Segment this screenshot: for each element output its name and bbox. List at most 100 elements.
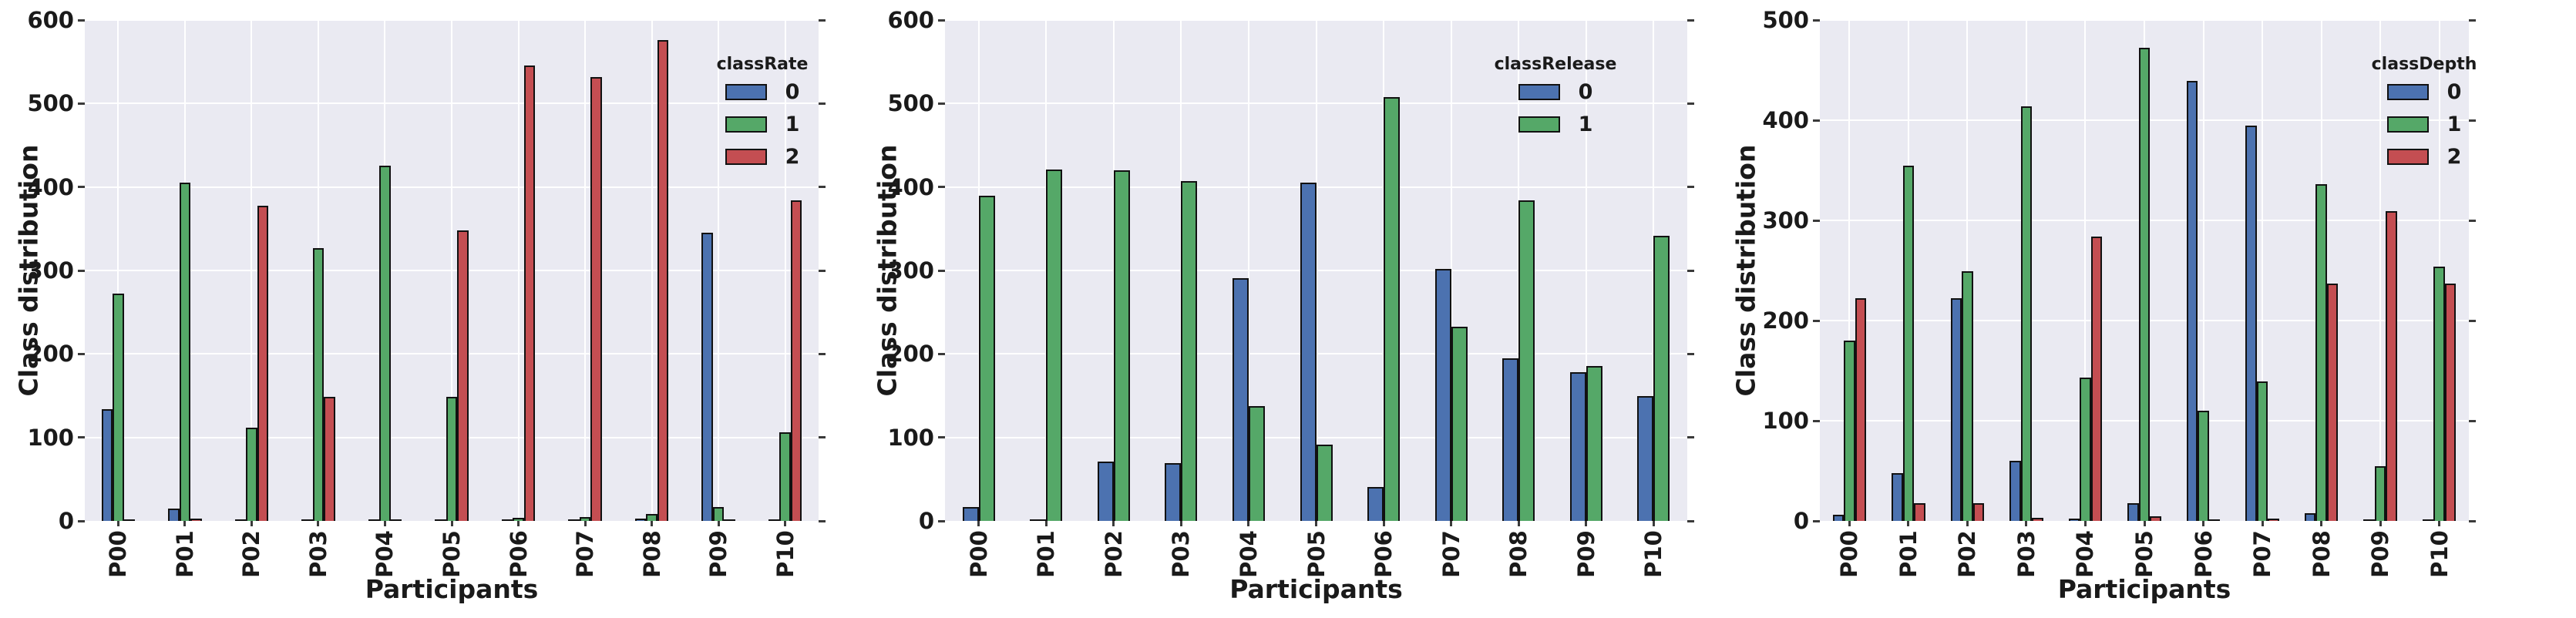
bar-classRelease-P00-class0	[962, 506, 979, 521]
bar-classRelease-P03-class0	[1165, 463, 1182, 521]
gridline	[651, 20, 653, 521]
y-tick-mark	[938, 18, 945, 22]
bar-classRate-P05-class0	[435, 519, 446, 521]
y-tick-label: 300	[887, 257, 934, 284]
y-tick-mark	[938, 436, 945, 439]
x-tick-label: P05	[1303, 530, 1330, 578]
bar-classDepth-P06-class2	[2208, 519, 2221, 521]
y-tick-mark	[2469, 519, 2476, 522]
x-tick-label: P06	[505, 530, 532, 578]
bar-classRate-P03-class1	[312, 247, 325, 521]
y-tick-mark	[1813, 18, 1820, 22]
x-tick-label: P04	[372, 530, 399, 578]
x-tick-mark	[383, 521, 386, 526]
legend-swatch-red	[2386, 149, 2429, 165]
bar-classRelease-P00-class1	[978, 195, 995, 521]
bar-classRate-P08-class0	[634, 518, 647, 521]
x-tick-label: P06	[2190, 530, 2217, 578]
legend-entry-label: 0	[2447, 80, 2462, 104]
x-tick-label: P06	[1370, 530, 1397, 578]
bar-classRate-P08-class1	[646, 514, 657, 521]
x-tick-mark	[977, 521, 980, 526]
x-tick-label: P07	[572, 530, 599, 578]
legend-entry-2: 2	[725, 146, 799, 167]
x-tick-mark	[1247, 521, 1250, 526]
gridline	[117, 20, 119, 521]
legend-entry-label: 2	[2447, 145, 2462, 169]
x-tick-label: P02	[1100, 530, 1127, 578]
legend-entry-1: 1	[1518, 113, 1593, 136]
y-tick-mark	[938, 102, 945, 105]
gridline	[718, 20, 720, 521]
x-tick-label: P10	[1640, 530, 1667, 578]
x-tick-mark	[2320, 521, 2323, 526]
y-tick-label: 400	[1762, 107, 1809, 133]
legend-swatch-blue	[725, 84, 767, 100]
y-tick-mark	[938, 269, 945, 272]
y-tick-mark	[1813, 219, 1820, 222]
bar-classRelease-P05-class1	[1316, 445, 1333, 521]
x-tick-mark	[2083, 521, 2087, 526]
bar-classDepth-P00-class0	[1832, 515, 1845, 521]
y-tick-mark	[78, 18, 85, 22]
x-tick-mark	[450, 521, 453, 526]
y-tick-mark	[938, 186, 945, 189]
y-tick-mark	[819, 18, 826, 22]
y-tick-label: 500	[1762, 7, 1809, 33]
gridline	[2262, 20, 2264, 521]
bar-classDepth-P04-class0	[2068, 519, 2080, 521]
x-tick-label: P09	[1572, 530, 1599, 578]
legend-entry-0: 0	[1518, 80, 1593, 104]
y-tick-label: 500	[27, 90, 74, 117]
x-tick-label: P09	[705, 530, 732, 578]
y-tick-mark	[1687, 436, 1694, 439]
bar-classRate-P09-class1	[712, 506, 725, 521]
gridline	[2202, 20, 2204, 521]
y-tick-mark	[938, 352, 945, 355]
x-tick-mark	[1044, 521, 1048, 526]
legend-swatch-blue	[1518, 84, 1560, 100]
x-tick-label: P08	[2308, 530, 2335, 578]
gridline	[1315, 20, 1317, 521]
bar-classDepth-P08-class1	[2315, 184, 2327, 521]
legend-entry-label: 1	[1578, 113, 1593, 136]
legend: classRelease 0 1	[1495, 55, 1617, 149]
bar-classDepth-P10-class1	[2433, 266, 2445, 521]
legend-entry-label: 0	[1578, 80, 1593, 104]
x-tick-label: P04	[1235, 530, 1262, 578]
y-tick-mark	[2469, 18, 2476, 22]
bar-classDepth-P01-class1	[1902, 165, 1915, 521]
bar-classRelease-P01-class0	[1030, 519, 1047, 521]
x-tick-mark	[1585, 521, 1588, 526]
y-tick-mark	[819, 269, 826, 272]
legend-swatch-green	[725, 116, 767, 133]
bar-classDepth-P06-class0	[2186, 81, 2198, 521]
bar-classDepth-P05-class0	[2127, 502, 2139, 521]
bar-classRate-P03-class0	[301, 519, 313, 521]
y-tick-mark	[1687, 102, 1694, 105]
bar-classRelease-P10-class1	[1653, 235, 1670, 521]
x-axis-label: Participants	[1229, 574, 1403, 604]
bar-classRate-P03-class2	[324, 396, 335, 521]
x-tick-label: P07	[1438, 530, 1465, 578]
bar-classDepth-P10-class2	[2444, 283, 2457, 521]
bar-classDepth-P09-class0	[2363, 519, 2375, 521]
bar-classDepth-P07-class2	[2268, 519, 2279, 521]
bar-classDepth-P02-class1	[1962, 271, 1973, 521]
plot-area: classRelease 0 1	[945, 19, 1687, 521]
bar-classDepth-P01-class0	[1892, 472, 1903, 521]
x-tick-mark	[1907, 521, 1910, 526]
legend-entry-label: 1	[785, 113, 800, 136]
x-tick-label: P04	[2072, 530, 2099, 578]
x-tick-mark	[583, 521, 587, 526]
bar-classRelease-P01-class1	[1046, 169, 1063, 521]
bar-classRate-P07-class0	[568, 519, 580, 521]
y-tick-label: 200	[27, 341, 74, 368]
x-tick-label: P03	[304, 530, 331, 578]
y-tick-label: 100	[1762, 408, 1809, 434]
bar-classRate-P05-class2	[457, 230, 469, 521]
bar-classRelease-P08-class1	[1518, 200, 1535, 521]
bar-classRelease-P04-class0	[1232, 277, 1249, 521]
legend-entry-0: 0	[725, 82, 799, 102]
